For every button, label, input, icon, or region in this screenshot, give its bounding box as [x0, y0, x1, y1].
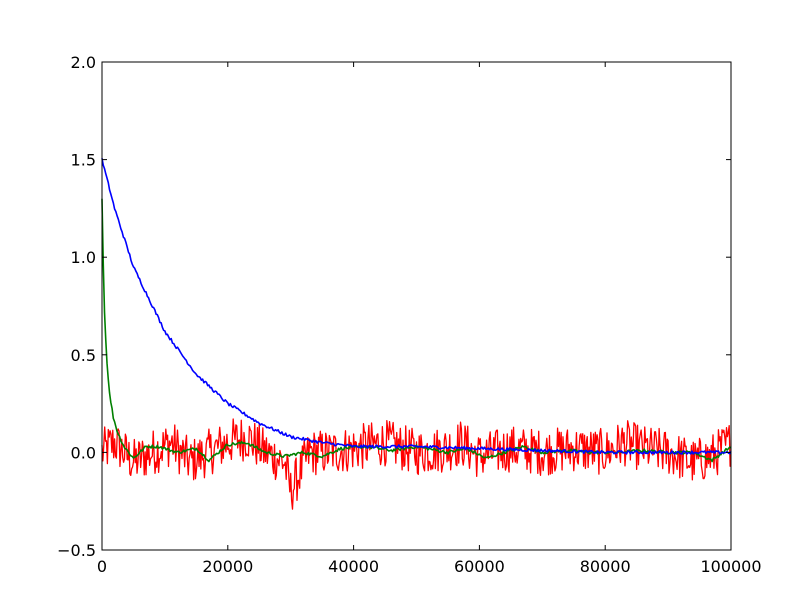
x-tick-label: 40000 [328, 557, 379, 576]
plot-area-frame [101, 61, 732, 551]
tick-layer: 0 20000 40000 60000 80000 100000 −0.5 0.0 0.5 1.0… [57, 53, 761, 576]
x-tick-label: 80000 [580, 557, 631, 576]
x-tick-label: 60000 [454, 557, 505, 576]
series-layer [101, 158, 732, 510]
y-tick-label: 2.0 [71, 53, 96, 72]
x-tick-label: 0 [97, 557, 107, 576]
x-tick-label: 100000 [700, 557, 761, 576]
y-tick-label: −0.5 [57, 541, 96, 560]
series-line-2 [101, 198, 732, 463]
series-line-1 [101, 418, 732, 510]
y-tick-label: 1.0 [71, 248, 96, 267]
y-tick-label: 0.0 [71, 443, 96, 462]
series-line-3 [101, 158, 732, 455]
y-tick-label: 1.5 [71, 151, 96, 170]
y-tick-label: 0.5 [71, 346, 96, 365]
x-tick-label: 20000 [202, 557, 253, 576]
